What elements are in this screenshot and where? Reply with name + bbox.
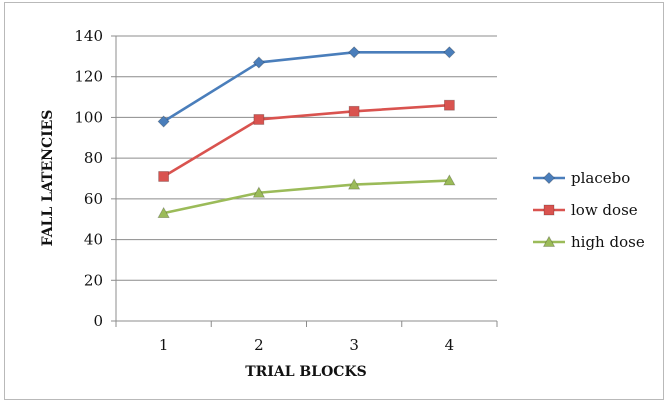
x-tick-label: 3 bbox=[349, 336, 359, 354]
y-tick-label: 60 bbox=[84, 190, 103, 208]
x-tick-labels: 1 2 3 4 bbox=[159, 336, 454, 354]
data-point-diamond bbox=[443, 46, 456, 59]
y-tick-labels: 0 20 40 60 80 100 120 140 bbox=[74, 27, 103, 330]
data-point-triangle bbox=[347, 178, 361, 190]
legend-item: low dose bbox=[533, 201, 638, 219]
x-tick-label: 1 bbox=[159, 336, 169, 354]
y-axis-title: FALL LATENCIES bbox=[40, 110, 56, 247]
gridlines bbox=[116, 35, 497, 281]
series-line bbox=[162, 103, 450, 178]
data-point-square bbox=[348, 105, 360, 117]
chart-frame bbox=[4, 2, 664, 400]
axes bbox=[111, 35, 498, 327]
legend-label: low dose bbox=[571, 201, 638, 219]
series-placebo bbox=[157, 46, 456, 128]
legend-label: placebo bbox=[571, 169, 630, 187]
y-tick-label: 40 bbox=[84, 231, 103, 249]
data-point-square bbox=[253, 114, 265, 125]
data-point-diamond bbox=[542, 171, 556, 185]
data-point-triangle bbox=[542, 235, 556, 247]
y-tick-label: 0 bbox=[93, 312, 103, 330]
legend-label: high dose bbox=[571, 233, 645, 251]
y-tick-label: 100 bbox=[74, 108, 103, 126]
series-low-dose bbox=[158, 99, 455, 182]
y-tick-label: 120 bbox=[74, 68, 103, 86]
data-point-square bbox=[443, 99, 455, 111]
data-point-diamond bbox=[348, 46, 361, 59]
legend: placebo low dose high dose bbox=[533, 169, 645, 251]
series-lines bbox=[157, 46, 456, 219]
data-point-square bbox=[158, 171, 170, 182]
data-point-square bbox=[543, 204, 555, 216]
data-point-diamond bbox=[252, 56, 265, 69]
x-tick-label: 2 bbox=[254, 336, 264, 354]
data-point-triangle bbox=[443, 174, 456, 186]
legend-item: placebo bbox=[533, 169, 630, 187]
data-point-triangle bbox=[157, 206, 170, 219]
y-tick-label: 140 bbox=[74, 27, 103, 45]
data-point-diamond bbox=[157, 115, 170, 128]
y-tick-label: 80 bbox=[84, 149, 103, 167]
legend-item: high dose bbox=[533, 233, 645, 251]
data-point-triangle bbox=[252, 186, 266, 198]
series-line bbox=[163, 179, 450, 215]
y-tick-label: 20 bbox=[84, 271, 103, 289]
series-high-dose bbox=[157, 174, 456, 219]
series-line bbox=[162, 50, 450, 123]
x-tick-label: 4 bbox=[445, 336, 455, 354]
x-axis-title: TRIAL BLOCKS bbox=[245, 364, 366, 380]
